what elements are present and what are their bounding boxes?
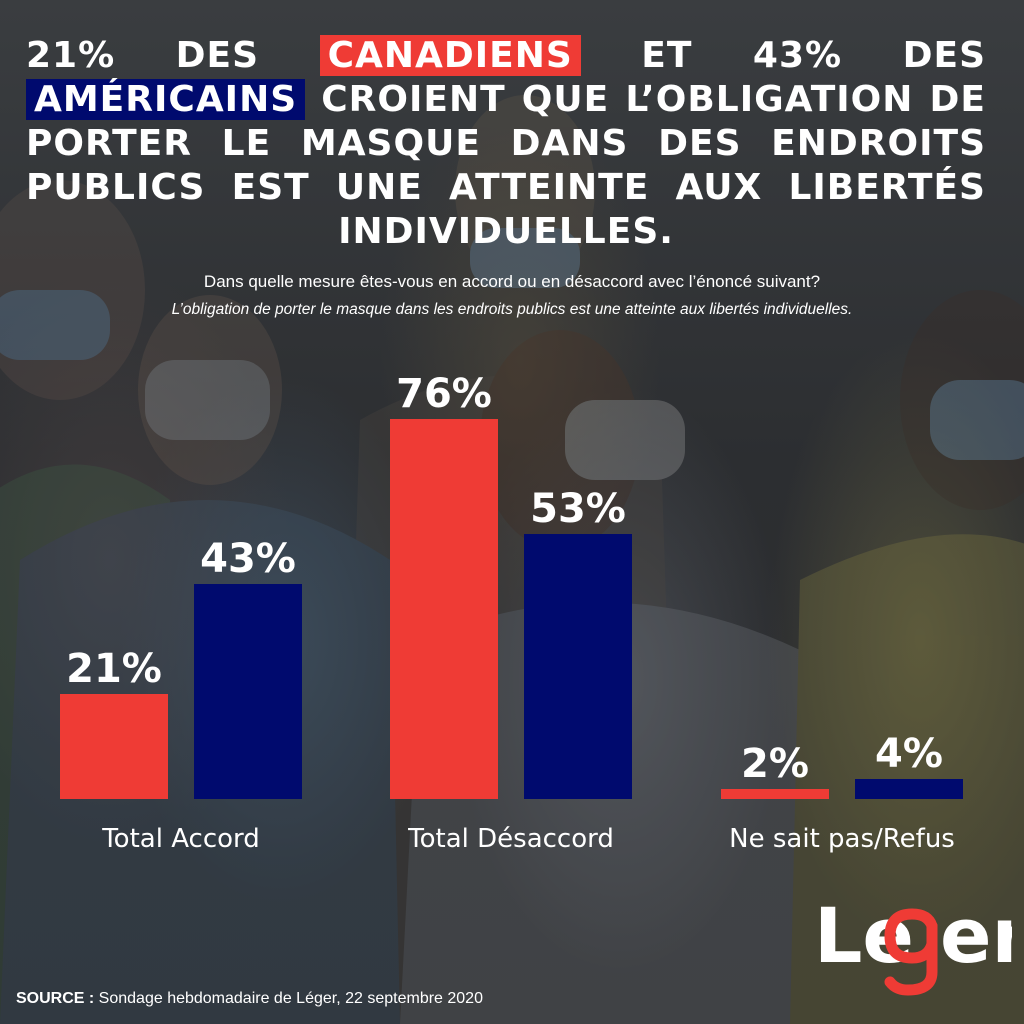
headline-part-2: et 43% des bbox=[580, 35, 986, 76]
headline-americains-highlight: Américains bbox=[26, 79, 306, 120]
headline-part-1: 21% des bbox=[26, 35, 320, 76]
value-label-usa-total-desaccord: 53% bbox=[530, 486, 626, 532]
value-label-usa-ne-sait-pas-refus: 4% bbox=[875, 731, 943, 777]
headline-canadiens-highlight: Canadiens bbox=[319, 35, 581, 76]
value-label-canada-ne-sait-pas-refus: 2% bbox=[741, 741, 809, 787]
bar-canada-total-desaccord bbox=[390, 419, 498, 799]
value-label-usa-total-accord: 43% bbox=[200, 536, 296, 582]
category-label-total-desaccord: Total Désaccord bbox=[407, 824, 614, 854]
value-label-canada-total-accord: 21% bbox=[66, 646, 162, 692]
survey-question: Dans quelle mesure êtes-vous en accord o… bbox=[203, 272, 821, 291]
headline: 21% des Canadiens et 43% des Américains … bbox=[26, 34, 986, 254]
leger-g-logo-icon bbox=[884, 908, 938, 996]
bar-canada-total-accord bbox=[60, 694, 168, 799]
value-label-canada-total-desaccord: 76% bbox=[396, 371, 492, 417]
logo-text-left: Le bbox=[814, 891, 914, 980]
bar-usa-total-desaccord bbox=[524, 534, 632, 799]
source-note: SOURCE : Sondage hebdomadaire de Léger, … bbox=[16, 990, 483, 1008]
bar-canada-ne-sait-pas-refus bbox=[721, 789, 829, 799]
logo-text-right: er bbox=[940, 891, 1012, 980]
source-text: Sondage hebdomadaire de Léger, 22 septem… bbox=[94, 990, 483, 1007]
source-key: SOURCE : bbox=[16, 990, 95, 1007]
category-label-total-accord: Total Accord bbox=[101, 824, 260, 854]
survey-statement: L’obligation de porter le masque dans le… bbox=[171, 301, 853, 318]
headline-part-3: croient que l’obligation de porter le ma… bbox=[26, 79, 986, 252]
leger-logo: Le er bbox=[814, 891, 1012, 996]
bar-usa-total-accord bbox=[194, 584, 302, 799]
category-label-ne-sait-pas-refus: Ne sait pas/Refus bbox=[729, 824, 955, 854]
bar-usa-ne-sait-pas-refus bbox=[855, 779, 963, 799]
